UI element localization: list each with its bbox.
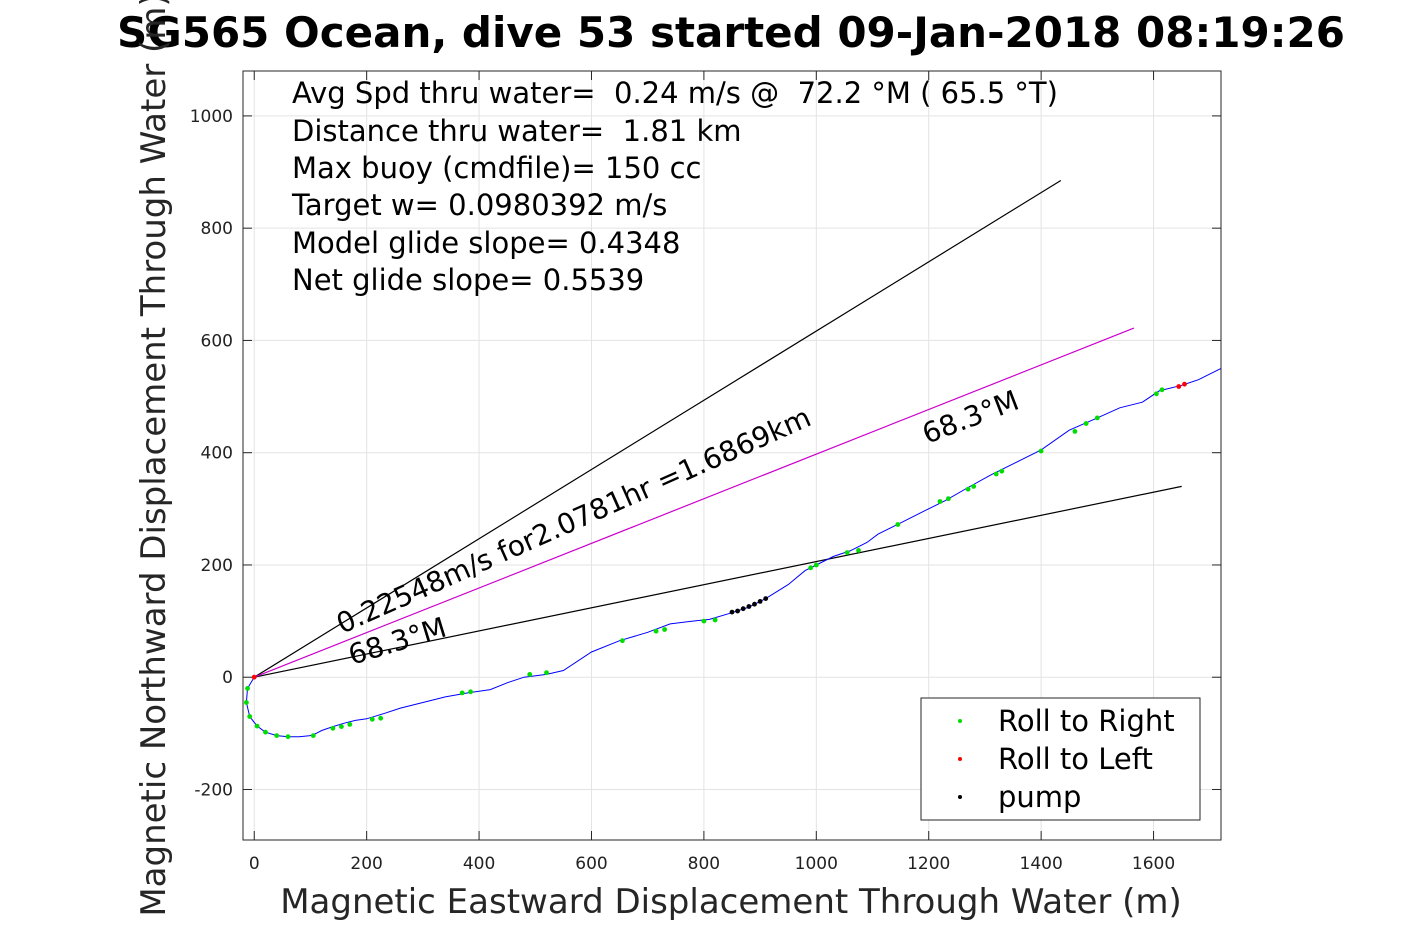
x-tick-label: 1200 — [907, 854, 950, 874]
pump-point — [757, 599, 763, 604]
roll-to-right-point — [1094, 415, 1100, 421]
roll-to-right-point — [527, 672, 533, 677]
roll-to-right-point — [712, 617, 718, 623]
roll-to-right-point — [971, 484, 977, 489]
roll-to-right-point — [895, 522, 901, 527]
legend-label-roll-right: Roll to Right — [998, 704, 1175, 738]
info-avg-speed: Avg Spd thru water= 0.24 m/s @ 72.2 °M (… — [292, 76, 1058, 110]
roll-to-right-point — [620, 638, 625, 644]
roll-to-right-point — [247, 714, 253, 719]
annotation-speed-distance: 0.22548m/s for2.0781hr =1.6869km — [331, 401, 815, 641]
roll-to-right-point — [1083, 421, 1089, 426]
x-tick-label: 800 — [688, 854, 720, 874]
reference-line — [253, 327, 1135, 678]
chart-title: SG565 Ocean, dive 53 started 09-Jan-2018… — [117, 8, 1345, 57]
pump-point — [729, 609, 735, 615]
roll-to-right-point — [701, 618, 707, 624]
y-tick-label: 800 — [201, 219, 233, 239]
roll-to-right-point — [653, 628, 659, 634]
legend-label-roll-left: Roll to Left — [998, 742, 1153, 776]
y-tick-label: 200 — [201, 556, 233, 576]
roll-to-right-point — [813, 562, 819, 568]
legend: Roll to Right Roll to Left pump — [920, 697, 1201, 821]
roll-to-right-point — [1038, 448, 1044, 454]
info-distance: Distance thru water= 1.81 km — [292, 114, 742, 148]
legend-box — [920, 697, 1201, 821]
info-net-glide: Net glide slope= 0.5539 — [292, 263, 644, 297]
roll-to-right-point — [544, 670, 549, 676]
roll-to-right-point — [856, 548, 861, 553]
y-axis-label: Magnetic Northward Displacement Through … — [134, 0, 174, 917]
roll-to-right-point — [1159, 387, 1165, 393]
info-model-glide: Model glide slope= 0.4348 — [292, 226, 680, 260]
roll-to-right-point — [378, 715, 384, 721]
roll-to-right-point — [274, 733, 280, 738]
roll-to-right-point — [244, 700, 249, 705]
pump-point — [746, 604, 752, 609]
roll-to-right-point — [254, 723, 260, 729]
roll-to-right-point — [1154, 391, 1159, 397]
roll-to-right-point — [808, 565, 814, 571]
x-tick-label: 200 — [350, 854, 382, 874]
y-tick-label: 0 — [222, 668, 233, 688]
x-tick-label: 400 — [463, 854, 495, 874]
roll-to-right-point — [993, 471, 999, 477]
roll-to-right-point — [937, 499, 943, 504]
plot-area — [244, 179, 1221, 740]
roll-to-right-point — [369, 716, 375, 722]
pump-point — [752, 601, 757, 607]
pump-point — [740, 606, 746, 612]
x-tick-label: 600 — [575, 854, 607, 874]
roll-to-right-point — [330, 725, 336, 731]
roll-to-right-point — [662, 627, 667, 632]
y-tick-label: 600 — [201, 331, 233, 351]
roll-to-left-point — [251, 674, 257, 680]
roll-to-right-point — [339, 724, 344, 729]
series-layer — [244, 179, 1221, 740]
roll-to-right-point — [844, 550, 850, 555]
roll-to-right-point — [310, 733, 316, 738]
x-tick-label: 1600 — [1132, 854, 1175, 874]
info-target-w: Target w= 0.0980392 m/s — [291, 188, 667, 222]
x-tick-label: 1000 — [795, 854, 838, 874]
reference-line — [254, 485, 1182, 678]
annotation-heading-upper: 68.3°M — [918, 384, 1024, 451]
y-tick-label: -200 — [194, 780, 233, 800]
roll-to-right-point — [263, 729, 268, 735]
legend-marker-roll-right — [958, 719, 962, 723]
x-tick-label: 0 — [249, 854, 260, 874]
roll-to-right-point — [999, 468, 1005, 474]
plot-frame — [242, 70, 1222, 841]
pump-point — [735, 608, 740, 614]
ticks: 0 200 400 600 800 1000 1200 1400 1600 -200 0 200 400… — [190, 71, 1221, 874]
info-block: Avg Spd thru water= 0.24 m/s @ 72.2 °M (… — [291, 76, 1058, 297]
roll-to-right-point — [1072, 429, 1078, 434]
y-tick-label: 400 — [201, 444, 233, 464]
reference-line — [253, 179, 1062, 678]
info-max-buoy: Max buoy (cmdfile)= 150 cc — [292, 151, 701, 185]
roll-to-right-point — [459, 690, 465, 696]
legend-marker-roll-left — [958, 757, 962, 761]
roll-to-right-point — [468, 689, 473, 695]
roll-to-right-point — [946, 496, 951, 502]
legend-marker-pump — [958, 795, 962, 799]
roll-to-right-point — [965, 486, 971, 492]
pump-point — [763, 596, 769, 601]
roll-to-left-point — [1182, 381, 1187, 387]
grid — [243, 71, 1221, 840]
roll-to-right-point — [347, 722, 353, 727]
y-tick-label: 1000 — [190, 107, 233, 127]
x-axis-label: Magnetic Eastward Displacement Through W… — [280, 882, 1182, 922]
roll-to-left-point — [1176, 384, 1182, 389]
roll-to-right-point — [245, 686, 250, 691]
legend-label-pump: pump — [998, 780, 1081, 814]
track-line — [245, 368, 1221, 738]
roll-to-right-point — [285, 734, 291, 740]
x-tick-label: 1400 — [1020, 854, 1063, 874]
